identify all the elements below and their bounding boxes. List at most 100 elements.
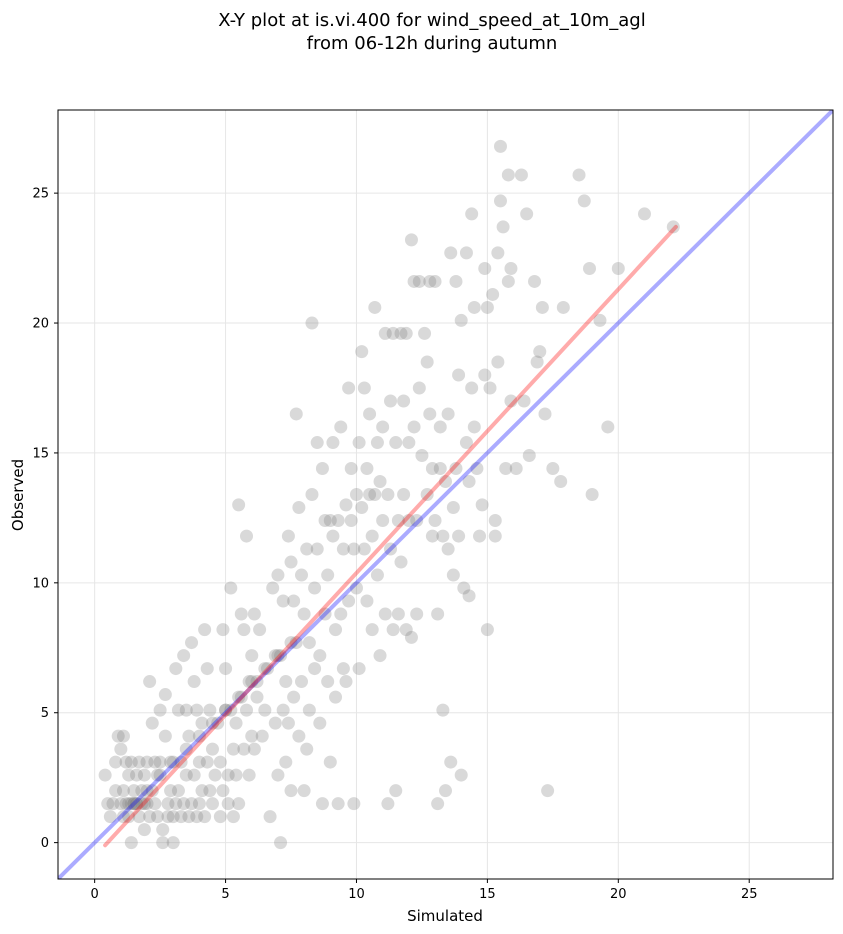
data-point (174, 810, 188, 824)
data-point (397, 488, 411, 501)
data-point (182, 810, 196, 824)
data-point (166, 755, 180, 769)
data-point (145, 784, 159, 798)
data-point (517, 394, 531, 408)
data-point (127, 784, 141, 798)
data-point (179, 768, 193, 782)
data-point (441, 407, 455, 421)
data-point (339, 498, 353, 512)
data-point (336, 542, 350, 556)
data-point (271, 568, 285, 582)
data-point (255, 729, 269, 743)
data-point (166, 836, 180, 850)
data-point (323, 755, 337, 769)
data-point (130, 797, 144, 811)
data-point (276, 703, 290, 717)
x-axis-ticks: 0 5 10 15 20 25 (91, 879, 758, 902)
data-point (308, 662, 322, 676)
data-point (211, 716, 225, 730)
data-point (106, 797, 120, 811)
data-point (436, 529, 450, 543)
data-point (326, 529, 340, 543)
data-point (339, 675, 353, 689)
data-point (200, 755, 214, 769)
data-point (509, 462, 523, 476)
data-point (122, 797, 136, 811)
data-point (148, 755, 162, 769)
data-point (216, 623, 230, 637)
data-point (446, 500, 460, 514)
data-point (483, 381, 497, 395)
data-point (376, 420, 390, 434)
data-point (496, 220, 510, 234)
data-point (300, 742, 314, 756)
data-point (321, 675, 335, 689)
data-point (240, 529, 254, 543)
data-point (352, 662, 366, 676)
identity-line (58, 110, 833, 879)
data-point (198, 810, 212, 824)
data-point (232, 498, 246, 512)
data-point (156, 823, 170, 837)
data-point (109, 784, 123, 798)
data-point (577, 194, 591, 208)
data-point (187, 768, 201, 782)
reference-lines (58, 110, 833, 879)
data-point (192, 755, 206, 769)
data-point (533, 345, 547, 359)
data-point (493, 139, 507, 153)
data-point (192, 797, 206, 811)
data-point (242, 675, 256, 689)
data-point (349, 581, 363, 595)
data-point (158, 729, 172, 743)
data-point (478, 368, 492, 382)
data-point (431, 797, 445, 811)
data-point (195, 716, 209, 730)
data-point (185, 636, 199, 650)
data-point (208, 768, 222, 782)
data-point (520, 207, 534, 221)
data-point (370, 436, 384, 450)
data-point (318, 513, 332, 527)
data-point (391, 513, 405, 527)
data-point (331, 513, 345, 527)
data-point (344, 462, 358, 476)
x-tick-label: 25 (741, 887, 758, 902)
data-point (274, 836, 288, 850)
data-point (137, 823, 151, 837)
data-point (271, 768, 285, 782)
data-point (263, 810, 277, 824)
data-point (122, 768, 136, 782)
data-point (334, 607, 348, 621)
data-point (355, 500, 369, 514)
data-point (572, 168, 586, 182)
data-point (378, 607, 392, 621)
data-point (355, 345, 369, 359)
data-point (153, 703, 167, 717)
plot-frame (57, 109, 834, 880)
x-tick-label: 15 (479, 887, 496, 902)
data-point (381, 488, 395, 501)
data-point (124, 836, 138, 850)
data-point (418, 326, 432, 340)
data-point (219, 703, 233, 717)
data-point (315, 797, 329, 811)
data-point (342, 594, 356, 608)
data-point (292, 729, 306, 743)
data-point (402, 436, 416, 450)
data-point (132, 755, 146, 769)
data-point (313, 649, 327, 663)
data-point (171, 703, 185, 717)
data-point (342, 381, 356, 395)
data-point (378, 326, 392, 340)
fit-line (103, 224, 678, 848)
data-point (114, 797, 128, 811)
data-point (237, 742, 251, 756)
data-point (397, 394, 411, 408)
data-point (357, 542, 371, 556)
data-point (213, 755, 227, 769)
data-point (119, 797, 133, 811)
data-point (177, 797, 191, 811)
data-point (611, 261, 625, 275)
data-point (216, 784, 230, 798)
